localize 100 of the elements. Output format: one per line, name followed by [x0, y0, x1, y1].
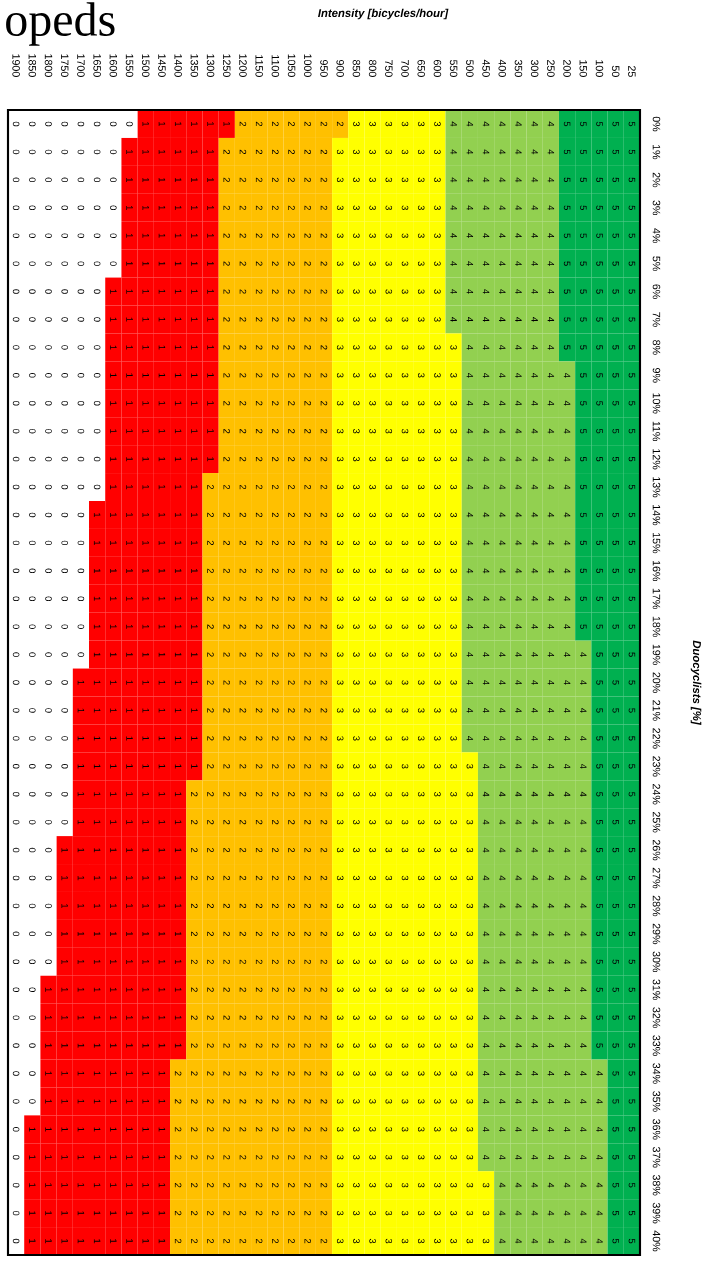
- data-label: 2: [320, 512, 328, 518]
- data-label: 1: [126, 792, 133, 797]
- data-label: 4: [563, 791, 571, 797]
- data-label: 1: [158, 1015, 166, 1020]
- data-label: 4: [515, 317, 522, 322]
- data-label: 3: [369, 624, 376, 629]
- data-label: 4: [482, 847, 490, 853]
- data-label: 0: [77, 121, 85, 127]
- data-label: 4: [482, 624, 490, 629]
- data-label: 1: [158, 1099, 166, 1104]
- data-label: 2: [304, 764, 312, 769]
- data-label: 1: [61, 987, 68, 992]
- data-label: 0: [12, 484, 20, 490]
- data-label: 4: [547, 1238, 555, 1244]
- data-label: 0: [45, 401, 52, 406]
- data-label: 4: [499, 1099, 506, 1104]
- data-label: 1: [77, 987, 85, 992]
- data-label: 5: [580, 624, 587, 629]
- data-label: 4: [547, 372, 555, 378]
- data-label: 4: [466, 345, 474, 350]
- data-label: 3: [336, 456, 344, 462]
- data-label: 3: [353, 708, 360, 713]
- data-label: 3: [385, 428, 393, 434]
- data-label: 3: [417, 764, 425, 769]
- data-label: 3: [353, 875, 360, 881]
- data-label: 2: [239, 345, 247, 350]
- y-tick-label: 6%: [652, 284, 661, 299]
- data-label: 5: [612, 1210, 619, 1216]
- data-label: 1: [126, 513, 133, 518]
- data-label: 5: [596, 289, 603, 294]
- data-label: 3: [336, 847, 344, 853]
- data-label: 4: [531, 261, 538, 266]
- data-label: 1: [142, 541, 149, 546]
- data-label: 5: [628, 540, 636, 546]
- data-label: 3: [401, 959, 409, 964]
- data-label: 4: [563, 680, 571, 685]
- data-label: 2: [272, 373, 279, 378]
- data-label: 5: [612, 764, 619, 769]
- x-axis-title: Intensity [bicycles/hour]: [318, 8, 449, 20]
- data-label: 4: [547, 1182, 555, 1188]
- data-label: 4: [499, 652, 506, 657]
- data-label: 3: [353, 121, 360, 127]
- data-label: 4: [515, 1071, 522, 1076]
- data-label: 3: [336, 289, 344, 294]
- data-label: 1: [191, 736, 198, 741]
- data-label: 5: [596, 149, 603, 155]
- data-label: 0: [61, 652, 69, 657]
- data-label: 0: [45, 931, 52, 937]
- data-label: 1: [93, 848, 101, 853]
- data-label: 4: [563, 624, 571, 629]
- data-label: 3: [336, 903, 344, 909]
- data-label: 4: [499, 121, 506, 127]
- y-tick-label: 40%: [652, 1230, 661, 1252]
- data-label: 0: [29, 764, 36, 769]
- data-label: 4: [547, 1071, 555, 1076]
- data-label: 0: [77, 540, 85, 546]
- data-label: 2: [272, 540, 279, 546]
- data-label: 4: [515, 1210, 522, 1216]
- data-label: 0: [45, 261, 52, 266]
- data-label: 1: [142, 1183, 149, 1188]
- data-label: 1: [45, 1015, 52, 1020]
- y-tick-label: 32%: [652, 1007, 661, 1028]
- data-label: 5: [612, 875, 619, 881]
- data-label: 2: [272, 875, 279, 881]
- data-label: 3: [401, 1015, 409, 1020]
- data-label: 4: [547, 987, 555, 993]
- data-label: 1: [126, 457, 133, 462]
- data-label: 1: [126, 708, 133, 713]
- data-label: 1: [158, 959, 166, 964]
- data-label: 3: [466, 847, 474, 853]
- data-label: 2: [255, 484, 263, 490]
- x-tick-label: 550: [449, 59, 458, 77]
- data-label: 3: [417, 624, 425, 629]
- data-label: 3: [336, 401, 344, 406]
- data-label: 0: [12, 261, 20, 266]
- data-label: 3: [450, 791, 457, 797]
- data-label: 1: [191, 457, 198, 462]
- data-label: 3: [353, 289, 360, 294]
- data-label: 1: [77, 764, 85, 769]
- data-label: 3: [417, 791, 425, 797]
- data-label: 0: [45, 624, 52, 629]
- data-label: 4: [547, 875, 555, 881]
- data-label: 4: [547, 1126, 555, 1132]
- data-label: 1: [142, 317, 149, 322]
- data-label: 1: [191, 345, 198, 350]
- data-label: 1: [93, 541, 101, 546]
- data-label: 4: [563, 484, 571, 490]
- data-label: 2: [288, 205, 295, 210]
- data-label: 1: [174, 568, 182, 573]
- data-label: 4: [515, 847, 522, 853]
- data-label: 3: [369, 819, 376, 825]
- data-label: 2: [255, 317, 263, 322]
- x-tick-label: 25: [628, 65, 636, 77]
- data-label: 3: [434, 428, 441, 434]
- data-label: 1: [191, 177, 198, 182]
- x-tick-label: 1000: [304, 54, 312, 77]
- data-label: 2: [223, 429, 231, 434]
- data-label: 5: [628, 177, 636, 183]
- data-label: 0: [61, 596, 69, 601]
- data-label: 4: [515, 1238, 522, 1244]
